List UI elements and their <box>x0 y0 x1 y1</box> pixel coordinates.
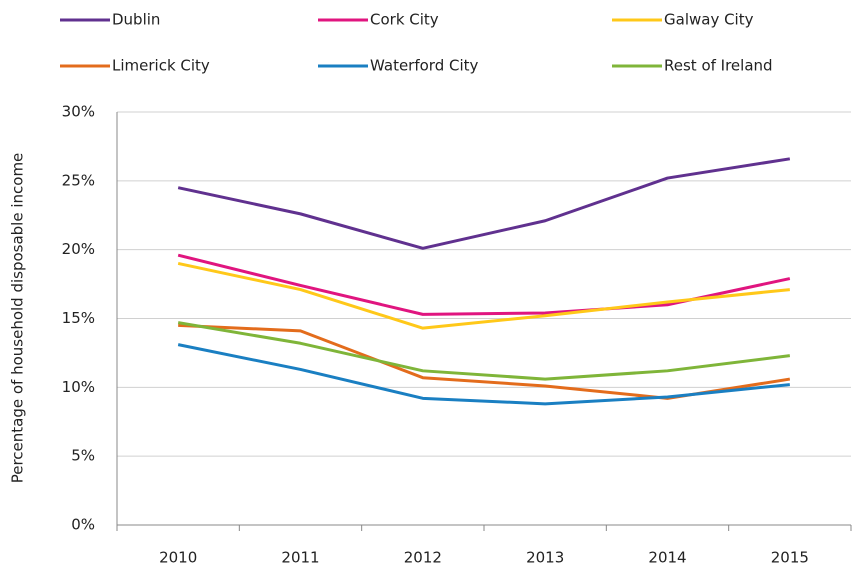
x-tick-label: 2013 <box>526 549 564 567</box>
legend-label: Rest of Ireland <box>664 57 773 75</box>
legend-label: Cork City <box>370 11 439 29</box>
x-tick-label: 2015 <box>771 549 809 567</box>
y-tick-label: 0% <box>71 516 95 534</box>
series-line <box>177 321 791 381</box>
y-tick-label: 20% <box>62 240 95 258</box>
legend-label: Waterford City <box>370 57 479 75</box>
legend-label: Dublin <box>112 11 160 29</box>
series-line <box>177 157 791 250</box>
legend-label: Limerick City <box>112 57 210 75</box>
series-line <box>177 253 791 316</box>
y-tick-label: 30% <box>62 103 95 121</box>
series-line <box>177 261 790 330</box>
x-tick-label: 2012 <box>404 549 442 567</box>
y-tick-label: 25% <box>62 171 95 189</box>
series-line <box>177 343 790 406</box>
y-tick-label: 5% <box>71 447 95 465</box>
legend-label: Galway City <box>664 11 754 29</box>
x-tick-label: 2014 <box>648 549 686 567</box>
x-tick-label: 2010 <box>159 549 197 567</box>
x-tick-label: 2011 <box>281 549 319 567</box>
y-axis-label: Percentage of household disposable incom… <box>9 153 27 484</box>
y-tick-label: 15% <box>62 309 95 327</box>
y-tick-label: 10% <box>62 378 95 396</box>
